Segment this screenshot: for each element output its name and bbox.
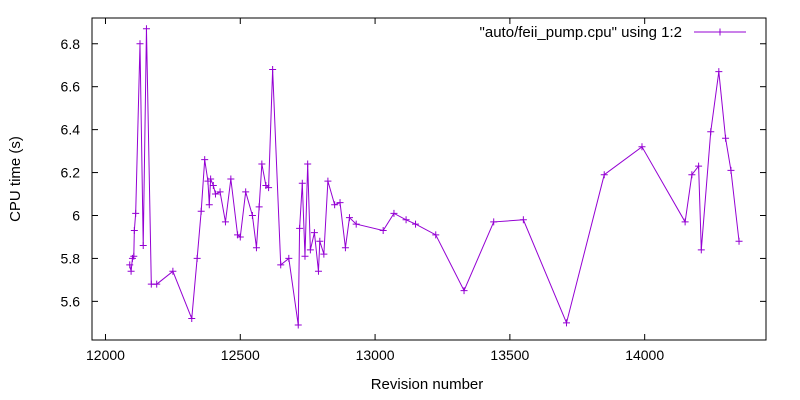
data-point bbox=[304, 160, 312, 168]
data-point bbox=[310, 229, 318, 237]
data-point bbox=[205, 201, 213, 209]
data-point bbox=[201, 156, 209, 164]
data-point bbox=[188, 315, 196, 323]
data-point bbox=[331, 201, 339, 209]
data-point bbox=[296, 224, 304, 232]
data-point bbox=[412, 220, 420, 228]
data-point bbox=[727, 166, 735, 174]
data-point bbox=[277, 261, 285, 269]
data-point bbox=[490, 218, 498, 226]
data-point bbox=[221, 218, 229, 226]
data-point bbox=[390, 209, 398, 217]
x-tick-label: 13500 bbox=[490, 347, 529, 363]
x-tick-label: 14000 bbox=[625, 347, 664, 363]
data-point bbox=[301, 252, 309, 260]
data-point bbox=[460, 287, 468, 295]
data-point bbox=[130, 252, 138, 260]
data-point bbox=[265, 184, 273, 192]
axes-layer bbox=[91, 17, 767, 341]
data-point bbox=[197, 207, 205, 215]
y-tick-label: 6.6 bbox=[61, 79, 81, 95]
data-point bbox=[252, 244, 260, 252]
data-point bbox=[306, 246, 314, 254]
x-tick-label: 13000 bbox=[356, 347, 395, 363]
data-point bbox=[269, 66, 277, 74]
series-line bbox=[129, 28, 740, 326]
data-point bbox=[715, 68, 723, 76]
plot-frame bbox=[91, 17, 767, 341]
legend: "auto/feii_pump.cpu" using 1:2 bbox=[480, 24, 746, 41]
data-point bbox=[285, 254, 293, 262]
data-point bbox=[139, 242, 147, 250]
y-tick-label: 6.4 bbox=[61, 122, 81, 138]
data-point bbox=[722, 134, 730, 142]
data-point bbox=[341, 244, 349, 252]
data-point bbox=[211, 190, 219, 198]
data-point bbox=[432, 231, 440, 239]
data-point bbox=[402, 216, 410, 224]
data-point bbox=[227, 175, 235, 183]
data-point bbox=[600, 171, 608, 179]
data-point bbox=[697, 246, 705, 254]
data-point bbox=[314, 267, 322, 275]
data-point bbox=[638, 143, 646, 151]
data-point bbox=[169, 267, 177, 275]
x-tick-label: 12500 bbox=[221, 347, 260, 363]
data-point bbox=[153, 280, 161, 288]
ticks-layer: 12000 12500 13000 13500 14000 5.6 5.8 6 6.2 6.4 6.… bbox=[61, 18, 766, 363]
data-point bbox=[207, 175, 215, 183]
data-point bbox=[126, 261, 134, 269]
data-point bbox=[519, 216, 527, 224]
y-tick-label: 6 bbox=[72, 207, 80, 223]
data-point bbox=[127, 267, 135, 275]
data-point bbox=[248, 211, 256, 219]
data-point bbox=[695, 162, 703, 170]
x-axis-label: Revision number bbox=[371, 376, 484, 393]
data-point bbox=[209, 181, 217, 189]
y-tick-label: 6.2 bbox=[61, 165, 81, 181]
data-point bbox=[324, 177, 332, 185]
data-point bbox=[352, 220, 360, 228]
data-point bbox=[298, 179, 306, 187]
data-point bbox=[379, 227, 387, 235]
series-layer bbox=[126, 25, 743, 329]
data-point bbox=[320, 250, 328, 258]
y-tick-label: 6.8 bbox=[61, 36, 81, 52]
data-point bbox=[562, 319, 570, 327]
data-point bbox=[193, 254, 201, 262]
data-point bbox=[142, 25, 150, 33]
data-point bbox=[316, 237, 324, 245]
data-point bbox=[255, 203, 263, 211]
data-point bbox=[132, 209, 140, 217]
data-point bbox=[258, 160, 266, 168]
data-point bbox=[735, 237, 743, 245]
data-point bbox=[294, 321, 302, 329]
data-point bbox=[242, 188, 250, 196]
y-axis-label: CPU time (s) bbox=[7, 136, 24, 222]
data-point bbox=[136, 40, 144, 48]
data-point bbox=[336, 199, 344, 207]
data-point bbox=[345, 214, 353, 222]
x-tick-label: 12000 bbox=[86, 347, 125, 363]
y-tick-label: 5.6 bbox=[61, 293, 81, 309]
data-point bbox=[236, 233, 244, 241]
data-point bbox=[216, 188, 224, 196]
data-point bbox=[707, 128, 715, 136]
data-point bbox=[688, 171, 696, 179]
data-point bbox=[681, 218, 689, 226]
legend-marker bbox=[716, 28, 724, 36]
legend-label: "auto/feii_pump.cpu" using 1:2 bbox=[480, 24, 682, 41]
y-tick-label: 5.8 bbox=[61, 250, 81, 266]
data-point bbox=[130, 227, 138, 235]
